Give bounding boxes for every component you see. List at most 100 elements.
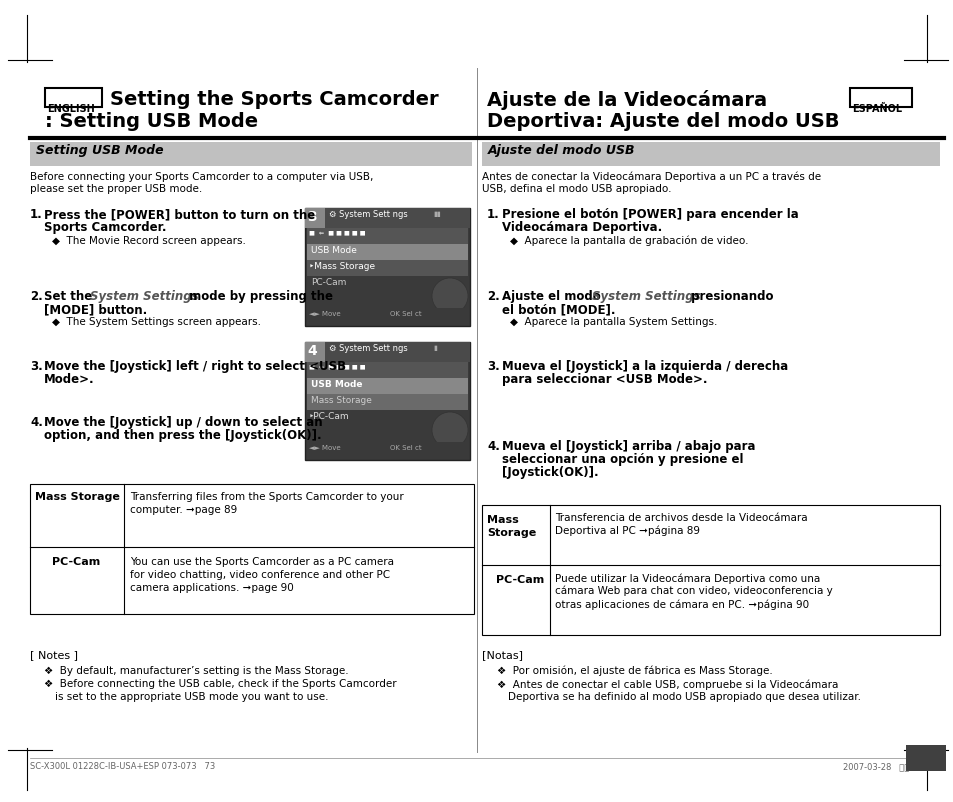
Bar: [307, 228, 468, 244]
Text: Setting USB Mode: Setting USB Mode: [36, 144, 164, 157]
Text: please set the proper USB mode.: please set the proper USB mode.: [30, 184, 202, 194]
Text: 2.: 2.: [486, 290, 499, 303]
Text: ■  ⇐  ■ ■ ■ ■ ■: ■ ⇐ ■ ■ ■ ■ ■: [309, 230, 365, 235]
Text: PC-Cam: PC-Cam: [311, 278, 346, 287]
Text: Move the [Joystick] up / down to select an: Move the [Joystick] up / down to select …: [44, 416, 322, 429]
Text: ⚙ System Sett ngs: ⚙ System Sett ngs: [329, 210, 407, 219]
Bar: [325, 208, 470, 228]
Text: ⚙ System Sett ngs: ⚙ System Sett ngs: [329, 344, 407, 353]
Text: presionando: presionando: [686, 290, 773, 303]
Bar: [30, 142, 472, 166]
Text: OK Sel ct: OK Sel ct: [390, 311, 421, 317]
Text: Setting the Sports Camcorder: Setting the Sports Camcorder: [110, 90, 438, 109]
Bar: [305, 342, 325, 362]
Text: Mueva el [Joystick] arriba / abajo para: Mueva el [Joystick] arriba / abajo para: [501, 440, 755, 453]
Text: 2.: 2.: [30, 290, 43, 303]
Bar: [481, 142, 939, 166]
Text: mode by pressing the: mode by pressing the: [185, 290, 333, 303]
Text: camera applications. ➞page 90: camera applications. ➞page 90: [130, 583, 294, 593]
Text: ❖  Antes de conectar el cable USB, compruebe si la Videocámara: ❖ Antes de conectar el cable USB, compru…: [497, 679, 838, 690]
Text: PC-Cam: PC-Cam: [52, 557, 100, 567]
Text: System Settings: System Settings: [592, 290, 700, 303]
Circle shape: [432, 412, 468, 448]
Text: 3.: 3.: [486, 360, 499, 373]
Text: Presione el botón [POWER] para encender la: Presione el botón [POWER] para encender …: [501, 208, 798, 221]
Text: ❖  Por omisión, el ajuste de fábrica es Mass Storage.: ❖ Por omisión, el ajuste de fábrica es M…: [497, 666, 772, 677]
Text: ◆  The System Settings screen appears.: ◆ The System Settings screen appears.: [52, 317, 261, 327]
Text: System Settings: System Settings: [90, 290, 198, 303]
Text: Ajuste de la Videocámara: Ajuste de la Videocámara: [486, 90, 766, 110]
Text: Mass: Mass: [486, 515, 518, 525]
Text: ▮▮: ▮▮: [433, 211, 440, 217]
Text: Mass Storage: Mass Storage: [35, 492, 120, 502]
Text: OK Sel ct: OK Sel ct: [390, 445, 421, 451]
Text: [MODE] button.: [MODE] button.: [44, 303, 147, 316]
Bar: [307, 442, 468, 458]
Bar: [30, 484, 474, 614]
Text: ◆  Aparece la pantalla de grabación de video.: ◆ Aparece la pantalla de grabación de vi…: [510, 236, 748, 246]
Text: Before connecting your Sports Camcorder to a computer via USB,: Before connecting your Sports Camcorder …: [30, 172, 373, 182]
Bar: [307, 244, 468, 260]
Bar: [307, 260, 468, 276]
Text: 4.: 4.: [486, 440, 499, 453]
Bar: [307, 410, 468, 425]
Text: Press the [POWER] button to turn on the: Press the [POWER] button to turn on the: [44, 208, 314, 221]
Text: Transferring files from the Sports Camcorder to your: Transferring files from the Sports Camco…: [130, 492, 403, 502]
Bar: [307, 276, 468, 291]
Text: [ Notes ]: [ Notes ]: [30, 650, 78, 660]
Text: : Setting USB Mode: : Setting USB Mode: [45, 112, 258, 131]
Text: Antes de conectar la Videocámara Deportiva a un PC a través de: Antes de conectar la Videocámara Deporti…: [481, 172, 821, 183]
Text: is set to the appropriate USB mode you want to use.: is set to the appropriate USB mode you w…: [55, 692, 328, 702]
Circle shape: [432, 278, 468, 314]
Text: USB Mode: USB Mode: [311, 380, 362, 389]
Text: cámara Web para chat con video, videoconferencia y: cámara Web para chat con video, videocon…: [555, 586, 832, 597]
Text: ◆  Aparece la pantalla System Settings.: ◆ Aparece la pantalla System Settings.: [510, 317, 717, 327]
Text: ■  ⇐  ■ ■ ■ ■ ■: ■ ⇐ ■ ■ ■ ■ ■: [309, 364, 365, 369]
Text: Deportiva al PC ➞página 89: Deportiva al PC ➞página 89: [555, 526, 700, 537]
Text: 1.: 1.: [486, 208, 499, 221]
Text: Transferencia de archivos desde la Videocámara: Transferencia de archivos desde la Video…: [555, 513, 807, 523]
Text: computer. ➞page 89: computer. ➞page 89: [130, 505, 237, 515]
Text: Puede utilizar la Videocámara Deportiva como una: Puede utilizar la Videocámara Deportiva …: [555, 573, 820, 584]
Text: USB, defina el modo USB apropiado.: USB, defina el modo USB apropiado.: [481, 184, 671, 194]
Text: Move the [Joystick] left / right to select <USB: Move the [Joystick] left / right to sele…: [44, 360, 346, 373]
Text: ENGLISH: ENGLISH: [47, 104, 94, 114]
Text: 4: 4: [307, 344, 316, 358]
Bar: [305, 208, 470, 326]
Text: ◄► Move: ◄► Move: [309, 311, 340, 317]
Text: Ajuste el modo: Ajuste el modo: [501, 290, 604, 303]
Bar: [481, 505, 939, 635]
Text: Videocámara Deportiva.: Videocámara Deportiva.: [501, 221, 661, 234]
Text: Mode>.: Mode>.: [44, 373, 94, 386]
Bar: [307, 394, 468, 410]
Text: 3.: 3.: [30, 360, 43, 373]
Bar: [307, 378, 468, 394]
Text: ◄► Move: ◄► Move: [309, 445, 340, 451]
Text: para seleccionar <USB Mode>.: para seleccionar <USB Mode>.: [501, 373, 707, 386]
Text: 1.: 1.: [30, 208, 43, 221]
Text: seleccionar una opción y presione el: seleccionar una opción y presione el: [501, 453, 742, 466]
Bar: [305, 342, 470, 460]
Text: [Notas]: [Notas]: [481, 650, 522, 660]
Bar: [905, 745, 945, 771]
Text: 3: 3: [307, 210, 316, 224]
Bar: [307, 362, 468, 378]
Text: for video chatting, video conference and other PC: for video chatting, video conference and…: [130, 570, 390, 580]
Text: ‣Mass Storage: ‣Mass Storage: [309, 262, 375, 271]
Text: SC-X300L 01228C-IB-USA+ESP 073-073   73: SC-X300L 01228C-IB-USA+ESP 073-073 73: [30, 762, 215, 771]
Text: Deportiva se ha definido al modo USB apropiado que desea utilizar.: Deportiva se ha definido al modo USB apr…: [507, 692, 861, 702]
Text: ‣PC-Cam: ‣PC-Cam: [309, 412, 349, 421]
Text: Storage: Storage: [486, 528, 536, 538]
Text: 2007-03-28   오전 9:32:21: 2007-03-28 오전 9:32:21: [842, 762, 943, 771]
Text: Sports Camcorder.: Sports Camcorder.: [44, 221, 167, 234]
Bar: [45, 88, 102, 107]
Bar: [305, 208, 325, 228]
Text: Ajuste del modo USB: Ajuste del modo USB: [488, 144, 635, 157]
Bar: [849, 88, 911, 107]
Bar: [325, 342, 470, 362]
Text: ESPAÑOL: ESPAÑOL: [851, 104, 902, 114]
Text: ❖  By default, manufacturer’s setting is the Mass Storage.: ❖ By default, manufacturer’s setting is …: [44, 666, 348, 676]
Text: USB Mode: USB Mode: [311, 246, 356, 255]
Text: Deportiva: Ajuste del modo USB: Deportiva: Ajuste del modo USB: [486, 112, 839, 131]
Text: el botón [MODE].: el botón [MODE].: [501, 303, 615, 316]
